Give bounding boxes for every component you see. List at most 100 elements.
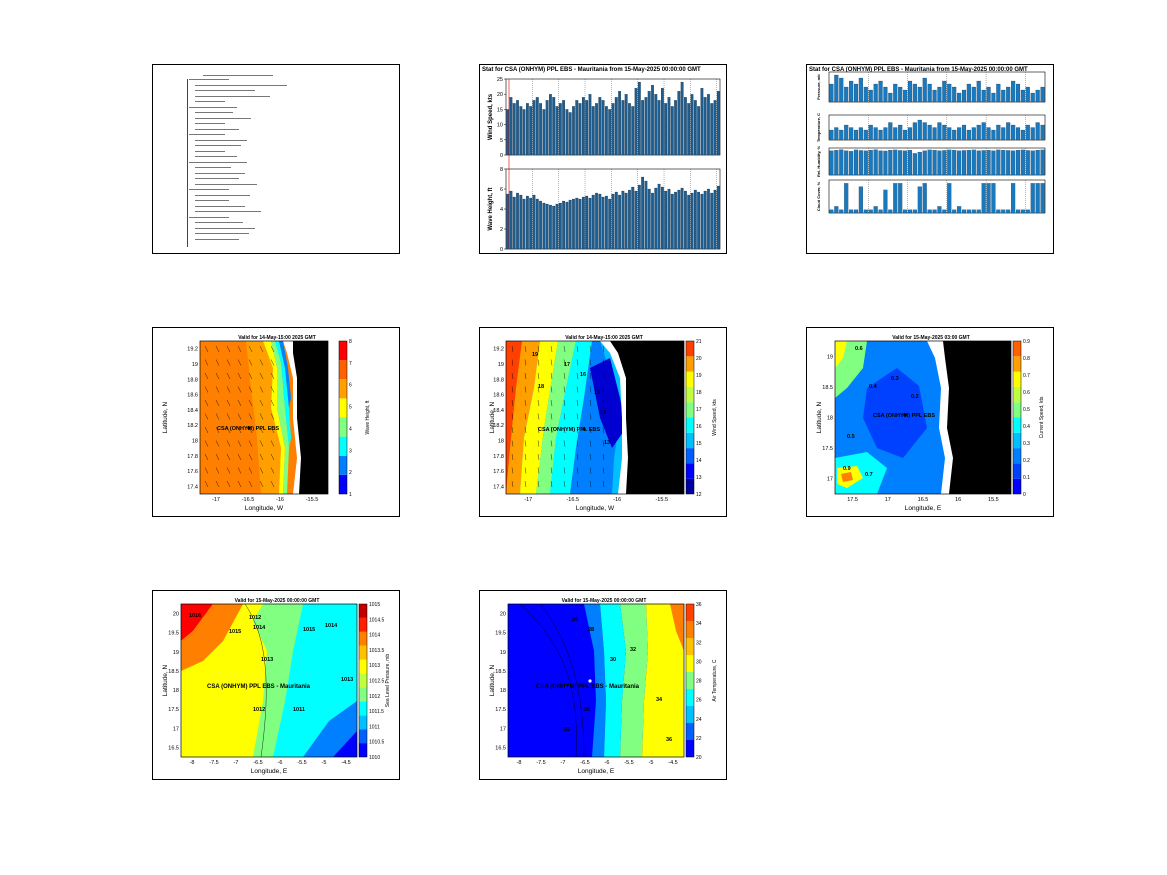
bar [957,92,962,103]
contour-band [333,731,357,757]
site-label: CSA (ONHYM) PPL EBS [873,413,935,419]
y-axis-label: Wave Height, ft [488,187,494,230]
bar [539,103,542,156]
contour-band [271,341,289,494]
contour-label: 1015 [303,627,315,633]
bar [618,91,621,156]
bar [572,106,575,156]
y-tick-label: 18.5 [822,385,833,391]
site-marker [588,679,592,683]
plot-frame [828,179,1046,214]
colorbar-tick-label: 1010 [369,755,380,761]
y-tick-label: 17 [500,726,506,732]
bar [922,183,927,214]
bar [529,197,533,250]
contour-band [303,701,357,757]
land [293,341,328,494]
y-tick-label: 18.8 [493,377,504,383]
bar [853,83,859,103]
y-tick-label: 4 [500,207,503,213]
colorbar-segment [1013,448,1021,464]
colorbar-segment [686,356,694,372]
direction-arrow [576,345,579,353]
direction-arrow [270,480,275,488]
bar [585,100,589,156]
document-line [195,123,225,124]
bar [657,183,661,250]
bar [952,129,957,141]
bar [595,192,598,250]
plot-frame [507,603,685,758]
direction-arrow [589,399,592,407]
direction-arrow [215,480,220,488]
colorbar-segment [686,723,694,740]
colorbar-segment [339,455,347,475]
x-tick-label: -6 [278,760,283,766]
bar [667,188,671,250]
direction-arrow [215,386,220,393]
colorbar-segment [359,645,367,660]
colorbar-tick-label: 18 [696,390,702,396]
wave-height-map: Valid for 14-May-15:00 2025 GMT CSA (ONH… [162,335,371,512]
direction-arrow [237,440,242,447]
x-tick-label: -6.5 [253,760,262,766]
bar [684,190,687,250]
direction-arrow [204,399,209,407]
colorbar-tick-label: 6 [349,383,352,389]
document-line [195,128,239,130]
bar [942,80,947,103]
contour-label: 1013 [341,677,353,683]
bar [971,127,976,141]
bar [680,187,684,250]
bar [664,190,668,250]
site-label: CSA (ONHYM) PPL EBS [538,427,600,433]
bar [917,186,922,214]
bar [568,112,572,156]
plot-frame [180,603,358,758]
bar [858,186,863,214]
bar [957,150,962,176]
bar [1020,89,1025,103]
bar [555,106,559,156]
colorbar-segment [1013,356,1021,372]
direction-arrow [204,345,209,353]
colorbar-tick-label: 0.8 [1023,356,1030,362]
bar [707,94,710,156]
contour-band [181,604,213,641]
bar [651,192,654,250]
bar [1001,127,1006,141]
bar [651,85,654,156]
direction-arrow [248,345,253,353]
bar [976,209,981,214]
direction-arrow [259,372,264,380]
bar [883,189,888,214]
direction-arrow [237,372,242,380]
bar [667,97,671,156]
bar [578,103,582,156]
document-line [189,134,225,135]
bar [927,124,932,141]
colorbar-segment [359,743,367,757]
direction-arrow [215,359,220,366]
contour-label: 32 [630,647,636,653]
y-tick-label: 20 [173,612,179,618]
direction-arrow [537,467,540,474]
panel-wind-wave-bars: Stat for CSA (ONHYM) PPL EBS - Mauritani… [479,64,727,254]
document-line [195,222,243,223]
colorbar-label: Wind Speed, kts [712,399,718,436]
document-line [195,183,257,185]
bar [947,127,952,141]
y-tick-label: 19 [498,362,504,368]
contour-label: 1014 [325,623,338,629]
colorbar-segment [686,672,694,689]
document-line [195,205,245,207]
bar [1006,86,1011,103]
bar [912,122,917,141]
contour-label: 1013 [261,657,273,663]
direction-arrow [259,440,264,447]
direction-arrow [226,480,231,488]
bar [996,209,1001,214]
direction-arrow [537,453,540,461]
contour-band [536,341,576,494]
bar [562,200,566,250]
